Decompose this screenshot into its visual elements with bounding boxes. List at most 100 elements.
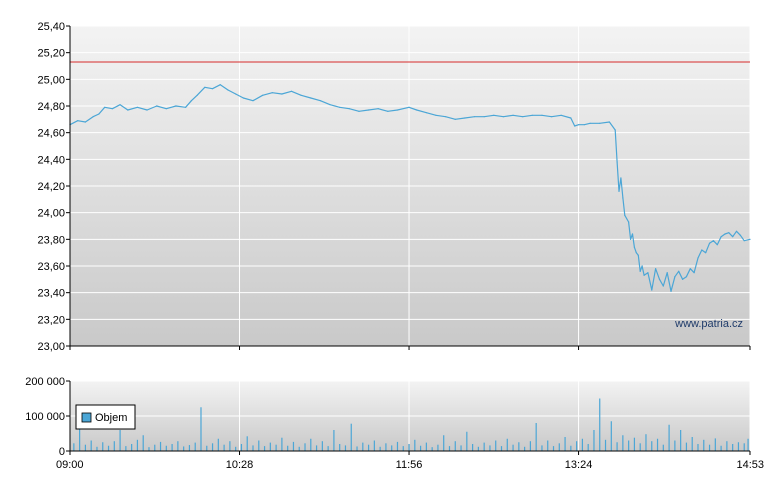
x-tick-label: 09:00	[56, 459, 84, 471]
price-point	[629, 238, 632, 240]
price-point	[651, 289, 653, 291]
price-point	[493, 114, 495, 116]
price-point	[204, 86, 206, 88]
volume-bar	[402, 446, 404, 451]
volume-bar	[235, 446, 237, 451]
price-point	[262, 94, 264, 96]
price-point	[624, 214, 626, 216]
volume-bar	[217, 438, 219, 451]
volume-bar	[367, 444, 370, 451]
volume-bar	[477, 446, 479, 451]
volume-bar	[443, 435, 445, 451]
volume-bar	[287, 445, 289, 451]
volume-bar	[529, 441, 531, 451]
price-point	[454, 118, 456, 120]
volume-bar	[102, 442, 104, 451]
volume-bar	[252, 445, 254, 451]
price-point	[184, 106, 187, 108]
volume-bar	[680, 430, 682, 451]
volume-bar	[327, 446, 329, 451]
volume-bar	[708, 444, 711, 451]
price-point	[252, 100, 254, 102]
volume-bar	[258, 440, 260, 451]
volume-bar	[263, 446, 266, 451]
volume-bar	[159, 441, 162, 451]
volume-bar	[639, 443, 641, 451]
price-y-tick-label: 24,00	[37, 208, 65, 220]
volume-bar	[489, 445, 491, 451]
price-point	[119, 104, 121, 106]
volume-bar	[362, 442, 364, 451]
price-point	[674, 276, 676, 278]
volume-bar	[604, 439, 607, 451]
volume-bar	[714, 438, 716, 451]
price-point	[550, 116, 553, 118]
price-point	[512, 114, 514, 116]
price-point	[290, 90, 293, 92]
watermark: www.patria.cz	[674, 318, 743, 330]
price-point	[445, 116, 447, 118]
price-y-tick-label: 24,80	[37, 101, 65, 113]
volume-bar	[726, 441, 728, 451]
price-point	[693, 272, 695, 274]
volume-bar	[743, 443, 745, 451]
price-point	[735, 230, 738, 232]
price-point	[681, 278, 684, 280]
price-point	[631, 233, 634, 235]
price-point	[319, 100, 322, 102]
volume-bar	[396, 441, 399, 451]
volume-bar	[119, 430, 121, 451]
volume-bar	[425, 442, 427, 451]
volume-bar	[292, 441, 295, 451]
price-point	[127, 109, 129, 111]
price-point	[708, 242, 711, 244]
price-point	[570, 117, 572, 119]
price-point	[712, 240, 714, 242]
volume-bar	[136, 439, 139, 451]
volume-bar	[431, 447, 433, 451]
volume-bar	[535, 423, 537, 451]
price-point	[608, 121, 610, 123]
volume-bar	[281, 437, 283, 451]
volume-bar	[183, 446, 185, 451]
price-point	[165, 108, 167, 110]
price-point	[749, 238, 751, 240]
price-point	[697, 257, 699, 259]
price-point	[300, 94, 302, 96]
volume-bar	[200, 407, 202, 451]
price-point	[281, 93, 283, 95]
volume-bar	[79, 426, 81, 451]
price-point	[639, 270, 641, 272]
price-point	[599, 122, 601, 124]
volume-bar	[500, 446, 503, 451]
volume-bar	[674, 440, 676, 451]
price-point	[219, 84, 221, 86]
price-point	[728, 232, 730, 234]
volume-bar	[685, 442, 688, 451]
price-point	[678, 270, 680, 272]
volume-bar	[437, 444, 439, 451]
price-point	[643, 274, 645, 276]
price-point	[77, 120, 79, 122]
x-tick-label: 13:24	[565, 459, 593, 471]
x-tick-label: 14:53	[736, 459, 764, 471]
price-point	[483, 116, 485, 118]
price-point	[720, 236, 722, 238]
volume-bar	[610, 421, 612, 451]
price-point	[647, 272, 649, 274]
volume-bar	[211, 443, 214, 451]
price-point	[622, 197, 624, 199]
legend-label: Objem	[95, 412, 127, 424]
price-point	[425, 112, 427, 114]
price-point	[435, 114, 437, 116]
price-point	[464, 117, 466, 119]
volume-bar	[691, 437, 693, 451]
price-point	[574, 125, 576, 127]
price-point	[358, 110, 360, 112]
price-point	[662, 285, 664, 287]
volume-bar	[454, 441, 456, 451]
volume-bar	[448, 446, 451, 451]
price-point	[531, 114, 533, 116]
volume-bar	[552, 446, 555, 451]
volume-bar	[558, 443, 560, 451]
